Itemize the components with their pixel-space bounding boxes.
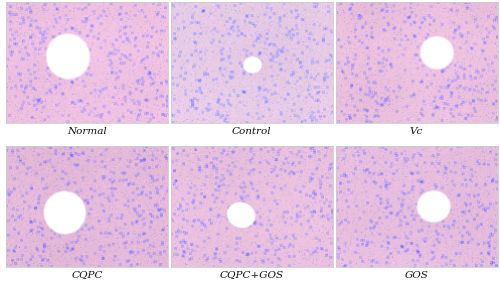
Text: Control: Control	[232, 127, 272, 136]
Text: Vc: Vc	[410, 127, 423, 136]
Text: GOS: GOS	[404, 271, 428, 279]
Text: CQPC+GOS: CQPC+GOS	[220, 271, 284, 279]
Text: CQPC: CQPC	[71, 271, 102, 279]
Text: Normal: Normal	[67, 127, 107, 136]
